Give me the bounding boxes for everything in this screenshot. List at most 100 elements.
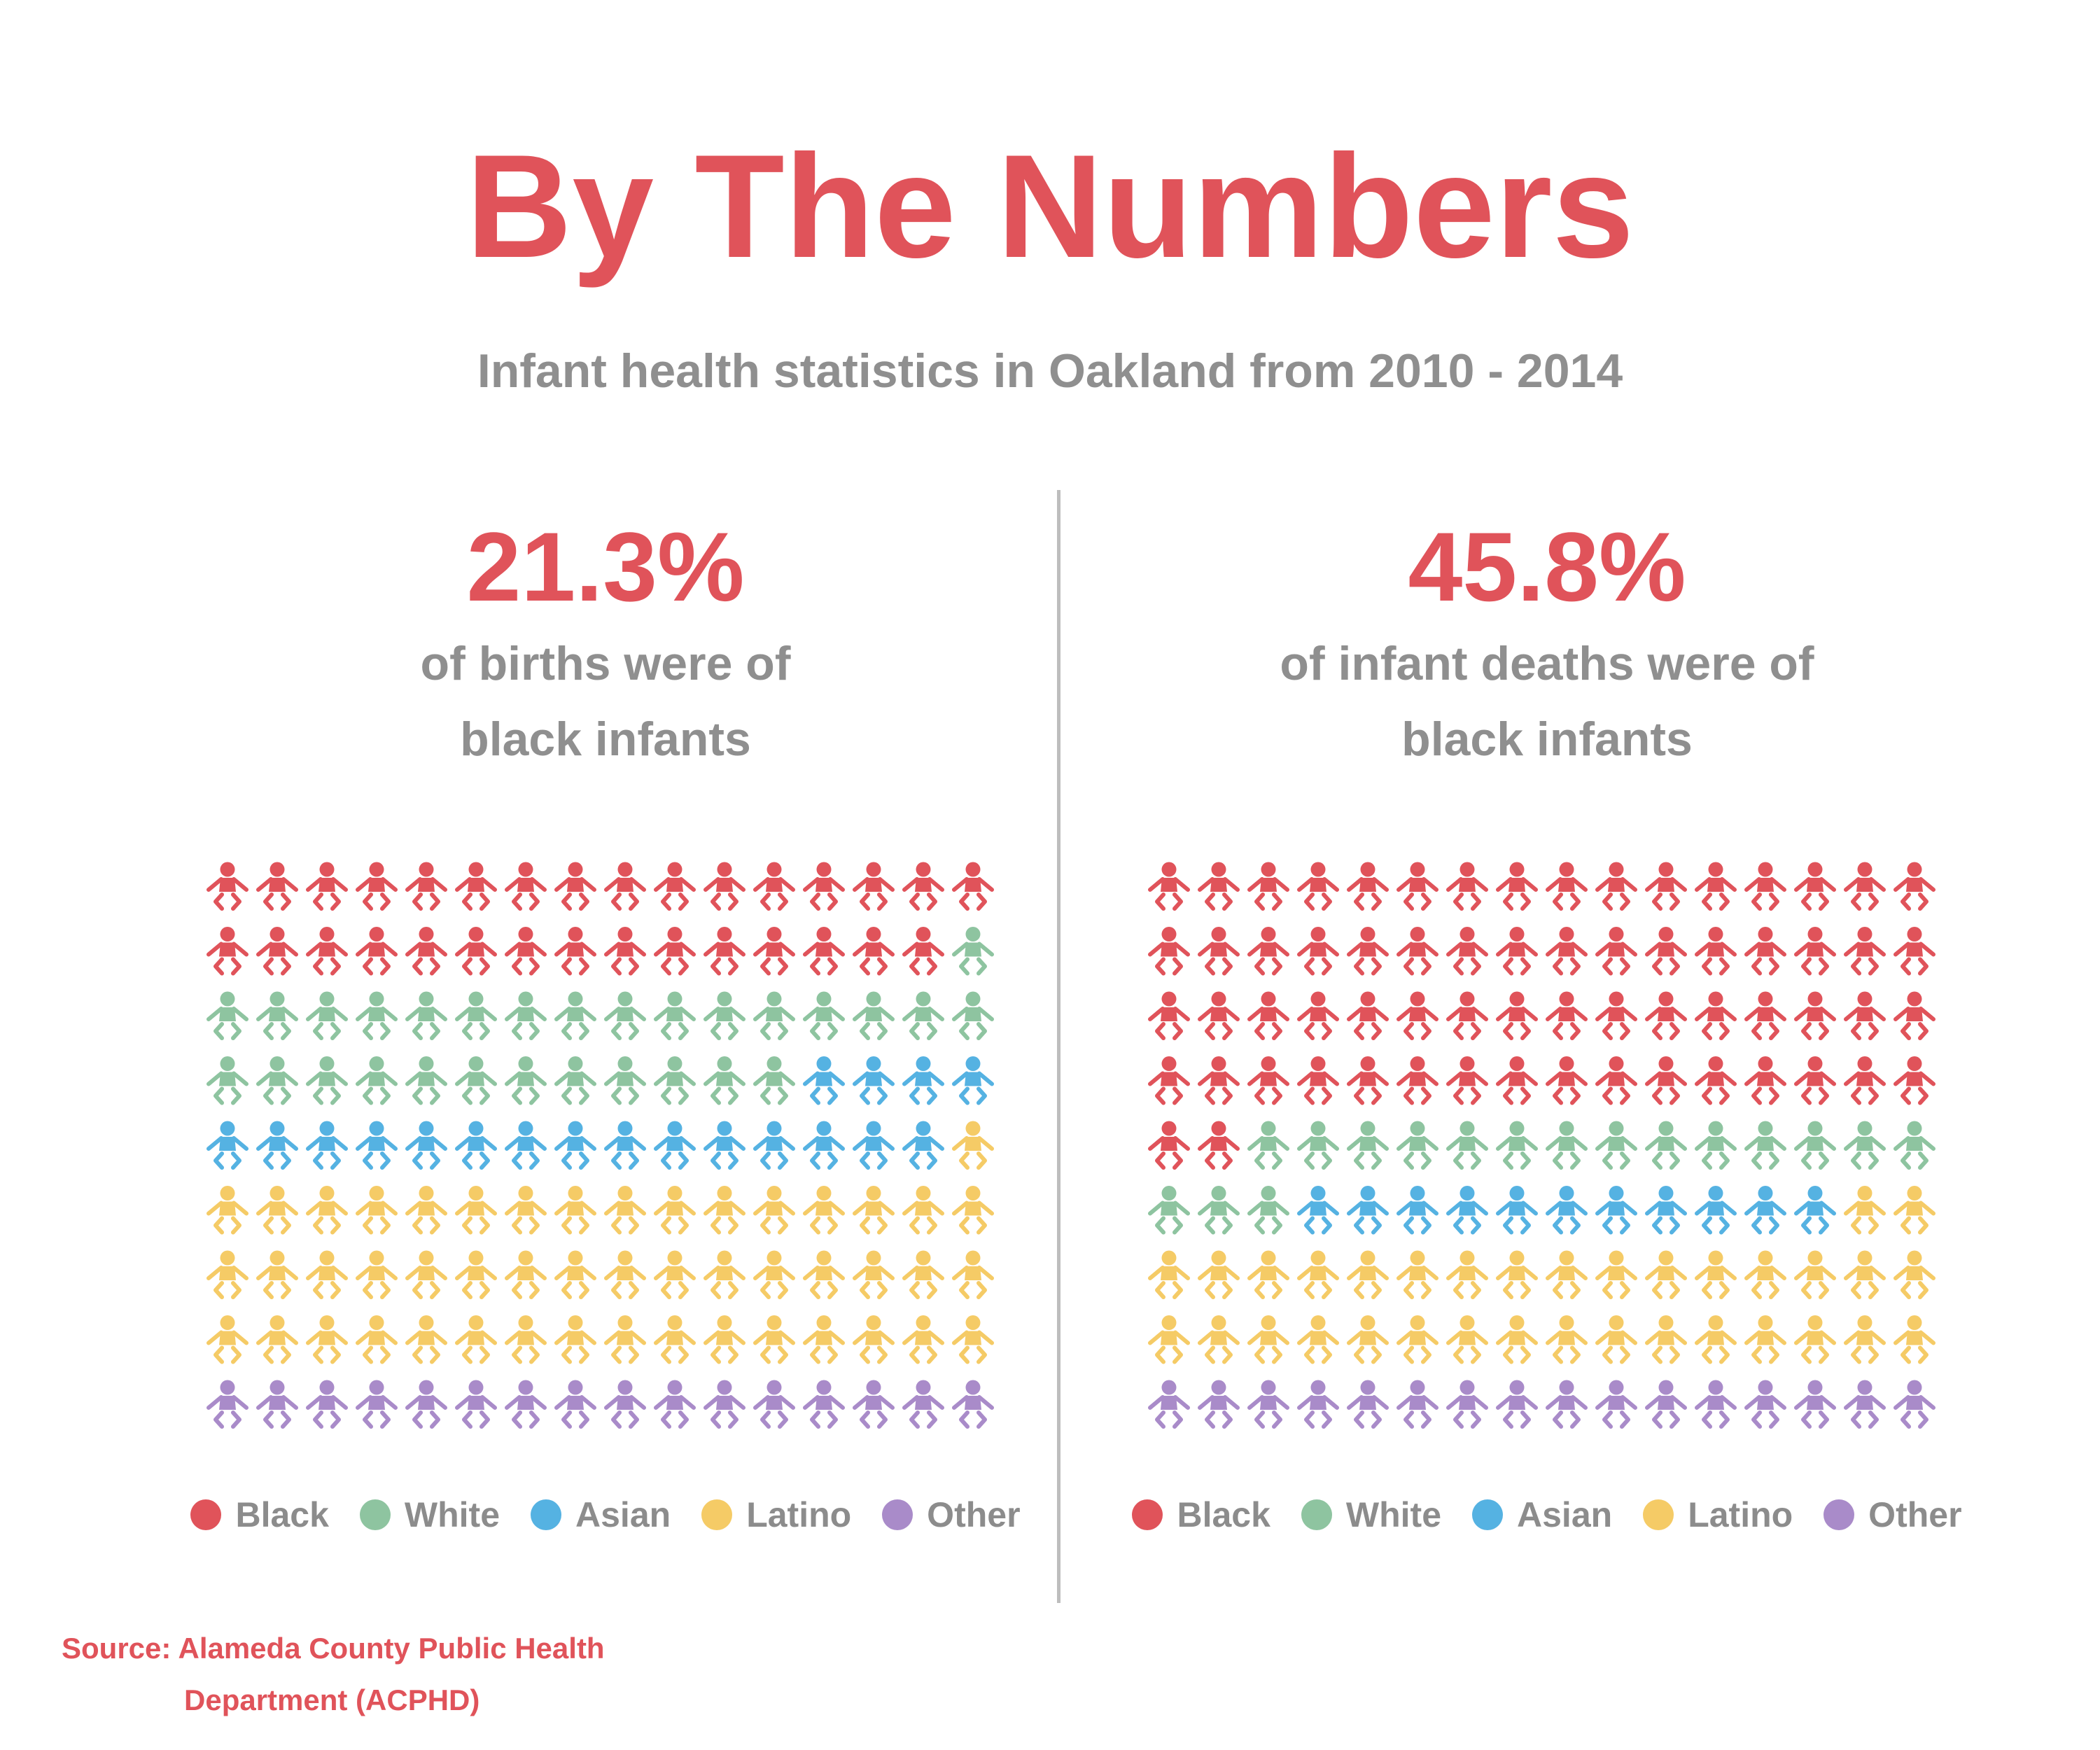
baby-icon-white — [1446, 1121, 1488, 1170]
baby-icon-latino — [1198, 1315, 1240, 1364]
baby-icon-asian — [902, 1121, 944, 1170]
baby-icon-white — [1546, 1121, 1588, 1170]
baby-icon-white — [952, 991, 994, 1040]
baby-icon-latino — [405, 1250, 447, 1299]
baby-icon-other — [306, 1380, 348, 1429]
baby-icon-asian — [206, 1121, 248, 1170]
baby-icon-black — [1297, 862, 1339, 911]
baby-icon-latino — [1794, 1315, 1836, 1364]
baby-icon-black — [1446, 927, 1488, 976]
baby-icon-black — [256, 862, 298, 911]
baby-icon-latino — [455, 1315, 497, 1364]
baby-icon-asian — [405, 1121, 447, 1170]
baby-icon-latino — [1446, 1315, 1488, 1364]
baby-icon-latino — [505, 1186, 547, 1235]
baby-icon-latino — [256, 1250, 298, 1299]
baby-icon-other — [604, 1380, 646, 1429]
baby-icon-latino — [1645, 1315, 1687, 1364]
legend-label-asian: Asian — [575, 1495, 671, 1534]
baby-icon-asian — [256, 1121, 298, 1170]
baby-icon-latino — [952, 1121, 994, 1170]
baby-icon-white — [1247, 1121, 1289, 1170]
legend-label-black: Black — [235, 1495, 329, 1534]
legend-item-latino: Latino — [701, 1494, 851, 1535]
legend-label-latino: Latino — [746, 1495, 852, 1534]
baby-icon-black — [753, 862, 795, 911]
baby-icon-black — [1893, 862, 1935, 911]
baby-icon-latino — [1247, 1250, 1289, 1299]
legend-item-white: White — [359, 1494, 500, 1535]
baby-icon-black — [1744, 862, 1786, 911]
baby-icon-black — [405, 862, 447, 911]
baby-icon-latino — [853, 1250, 895, 1299]
baby-icon-white — [1595, 1121, 1637, 1170]
deaths-legend: Black White Asian Latino Other — [1132, 1494, 1962, 1535]
baby-icon-latino — [654, 1250, 696, 1299]
baby-icon-latino — [455, 1250, 497, 1299]
baby-icon-other — [853, 1380, 895, 1429]
baby-icon-white — [405, 991, 447, 1040]
baby-icon-black — [1396, 991, 1438, 1040]
baby-icon-latino — [306, 1315, 348, 1364]
baby-icon-latino — [1695, 1315, 1737, 1364]
baby-icon-latino — [256, 1186, 298, 1235]
baby-icon-black — [1595, 1056, 1637, 1105]
baby-icon-white — [256, 1056, 298, 1105]
baby-icon-black — [1148, 1121, 1190, 1170]
deaths-waffle-chart — [1148, 862, 1935, 1429]
baby-icon-latino — [704, 1315, 746, 1364]
page-title: By The Numbers — [465, 124, 1634, 288]
baby-icon-other — [554, 1380, 596, 1429]
baby-icon-latino — [1844, 1250, 1886, 1299]
baby-icon-white — [1297, 1121, 1339, 1170]
births-description: of births were of black infants — [200, 626, 1011, 777]
baby-icon-white — [1844, 1121, 1886, 1170]
baby-icon-latino — [356, 1250, 398, 1299]
baby-icon-latino — [1396, 1315, 1438, 1364]
baby-icon-black — [1695, 927, 1737, 976]
baby-icon-other — [1893, 1380, 1935, 1429]
baby-icon-black — [1695, 1056, 1737, 1105]
baby-icon-black — [1744, 1056, 1786, 1105]
baby-icon-latino — [1247, 1315, 1289, 1364]
baby-icon-asian — [654, 1121, 696, 1170]
baby-icon-other — [356, 1380, 398, 1429]
baby-icon-latino — [1148, 1315, 1190, 1364]
baby-icon-latino — [1744, 1250, 1786, 1299]
baby-icon-latino — [654, 1315, 696, 1364]
legend-item-white: White — [1301, 1494, 1441, 1535]
baby-icon-white — [306, 991, 348, 1040]
baby-icon-white — [1347, 1121, 1389, 1170]
baby-icon-latino — [1297, 1315, 1339, 1364]
baby-icon-other — [803, 1380, 845, 1429]
legend-dot-white — [359, 1499, 391, 1530]
baby-icon-other — [1794, 1380, 1836, 1429]
births-waffle-chart — [206, 862, 994, 1429]
legend-dot-asian — [531, 1499, 562, 1530]
baby-icon-black — [753, 927, 795, 976]
baby-icon-latino — [505, 1250, 547, 1299]
baby-icon-other — [1198, 1380, 1240, 1429]
baby-icon-black — [1645, 862, 1687, 911]
baby-icon-black — [356, 862, 398, 911]
baby-icon-black — [505, 927, 547, 976]
baby-icon-white — [753, 1056, 795, 1105]
baby-icon-black — [604, 927, 646, 976]
panel-divider — [1057, 490, 1060, 1603]
legend-label-other: Other — [927, 1495, 1021, 1534]
baby-icon-black — [952, 862, 994, 911]
baby-icon-black — [1148, 991, 1190, 1040]
baby-icon-latino — [1844, 1315, 1886, 1364]
baby-icon-black — [306, 927, 348, 976]
source-line-2: Department (ACPHD) — [184, 1684, 480, 1716]
baby-icon-asian — [306, 1121, 348, 1170]
baby-icon-latino — [704, 1250, 746, 1299]
baby-icon-asian — [455, 1121, 497, 1170]
baby-icon-white — [1148, 1186, 1190, 1235]
baby-icon-latino — [206, 1186, 248, 1235]
baby-icon-asian — [704, 1121, 746, 1170]
births-panel: 21.3% of births were of black infants Bl… — [190, 518, 1021, 1534]
baby-icon-latino — [1744, 1315, 1786, 1364]
baby-icon-white — [554, 1056, 596, 1105]
baby-icon-asian — [554, 1121, 596, 1170]
